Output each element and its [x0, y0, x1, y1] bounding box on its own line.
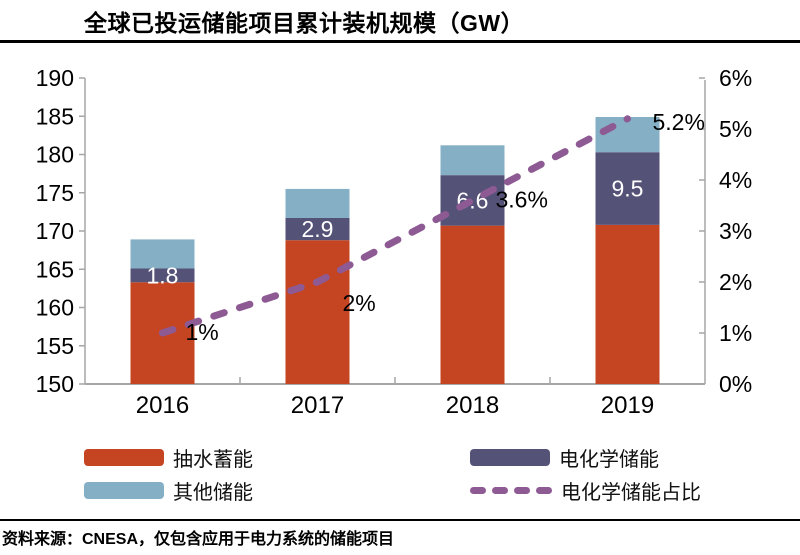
- y-axis-right-tick-label: 4%: [719, 167, 752, 193]
- x-axis-category-label: 2018: [446, 392, 499, 419]
- y-axis-right-tick-label: 0%: [719, 371, 752, 397]
- bar-segment-other-2017: [285, 188, 350, 218]
- chart-plot-area: 150 155 160 165 170 175 180 185 190 0% 1% 2% 3% 4% 5% 6…: [0, 46, 800, 436]
- legend-item-other-storage: 其他储能: [84, 476, 470, 505]
- y-axis-right-tick-label: 3%: [719, 218, 752, 244]
- y-axis-right-tick-label: 5%: [719, 116, 752, 142]
- trend-point-label: 1%: [186, 319, 219, 345]
- legend-swatch-other-storage: [84, 482, 164, 499]
- bar-segment-electrochemical-2016: [130, 268, 195, 283]
- chart-legend: 抽水蓄能 电化学储能 其他储能 电化学储能占比: [84, 441, 784, 507]
- bar-value-label: 1.8: [147, 262, 179, 288]
- legend-label: 其他储能: [173, 480, 253, 504]
- legend-swatch-pumped-storage: [84, 449, 164, 466]
- chart-svg: 150 155 160 165 170 175 180 185 190 0% 1% 2% 3% 4% 5% 6…: [36, 65, 753, 419]
- source-note: 资料来源：CNESA，仅包含应用于电力系统的储能项目: [2, 531, 395, 548]
- bar-segment-other-2018: [440, 145, 505, 176]
- bar-segment-other-2019: [595, 117, 660, 153]
- y-axis-right-tick-label: 1%: [719, 320, 752, 346]
- legend-swatch-electrochemical-storage: [470, 449, 550, 466]
- footer-divider: [0, 519, 800, 521]
- y-axis-left-tick-label: 170: [36, 218, 74, 244]
- y-axis-left-tick-label: 165: [36, 256, 74, 282]
- y-axis-left-tick-label: 155: [36, 333, 74, 359]
- bar-segment-other-2016: [130, 239, 195, 269]
- y-axis-left-tick-label: 160: [36, 295, 74, 321]
- y-axis-right-tick-label: 6%: [719, 65, 752, 91]
- bar-segment-pumped-2019: [595, 224, 660, 384]
- bar-segment-pumped-2018: [440, 225, 505, 384]
- y-axis-left-tick-label: 180: [36, 142, 74, 168]
- chart-title: 全球已投运储能项目累计装机规模（GW）: [84, 10, 525, 36]
- legend-label: 电化学储能: [559, 447, 659, 471]
- legend-item-electrochemical-share: 电化学储能占比: [470, 476, 784, 505]
- y-axis-left-tick-label: 190: [36, 65, 74, 91]
- x-axis-category-label: 2017: [291, 392, 344, 419]
- bar-segment-electrochemical-2019: [595, 152, 660, 225]
- legend-item-pumped-storage: 抽水蓄能: [84, 443, 470, 472]
- trend-point-label: 5.2%: [653, 109, 705, 135]
- bar-value-label: 2.9: [302, 216, 334, 242]
- legend-item-electrochemical-storage: 电化学储能: [470, 443, 784, 472]
- trend-line-electrochemical-share: [159, 115, 631, 337]
- y-axis-left-tick-label: 175: [36, 180, 74, 206]
- y-axis-left-tick-label: 185: [36, 103, 74, 129]
- x-axis-category-label: 2016: [136, 392, 189, 419]
- legend-label: 电化学储能占比: [561, 480, 701, 504]
- bar-segment-pumped-2017: [285, 240, 350, 384]
- y-axis-right-tick-label: 2%: [719, 269, 752, 295]
- bar-value-label: 9.5: [612, 176, 644, 202]
- trend-point-label: 2%: [343, 290, 376, 316]
- y-axis-left-tick-label: 150: [36, 371, 74, 397]
- bar-segment-electrochemical-2017: [285, 217, 350, 241]
- x-axis-category-label: 2019: [601, 392, 654, 419]
- title-divider: [0, 40, 800, 43]
- legend-label: 抽水蓄能: [173, 447, 253, 471]
- trend-point-label: 3.6%: [496, 186, 548, 212]
- legend-dashed-line-swatch: [470, 482, 552, 499]
